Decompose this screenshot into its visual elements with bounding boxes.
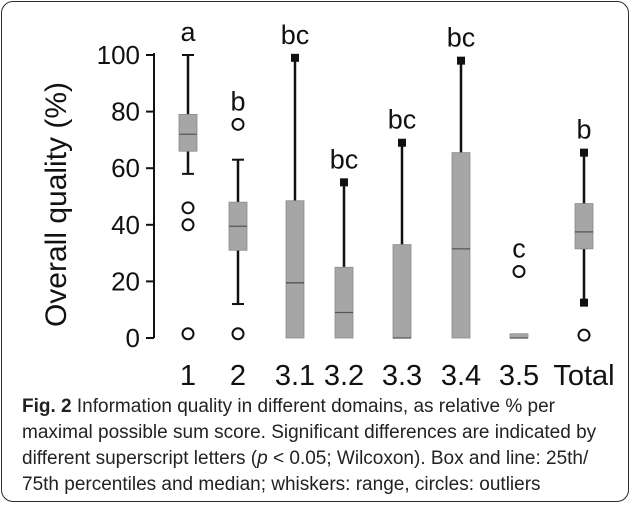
group-1-category-label: 1 (180, 360, 196, 392)
group-3-3-whisker-cap-top (398, 138, 406, 147)
group-1-box (178, 114, 198, 152)
group-1-significance-letter: a (180, 17, 196, 47)
group-3-3-category-label: 3.3 (382, 360, 422, 392)
group-total-outlier (577, 328, 591, 342)
y-tick-label: 0 (126, 323, 140, 353)
group-2-category-label: 2 (230, 360, 246, 392)
y-tick-label: 100 (97, 40, 140, 70)
group-3-1-significance-letter: bc (281, 20, 310, 50)
y-tick-label: 60 (111, 153, 140, 183)
caption-text-part-1: Information quality in different domains… (22, 396, 597, 469)
group-3-5-significance-letter: c (512, 233, 526, 263)
group-total-category-label: Total (553, 360, 614, 392)
group-total-box (574, 203, 594, 250)
group-3-2-category-label: 3.2 (324, 360, 364, 392)
group-total-whisker-cap-top (580, 148, 588, 157)
group-2-outlier (231, 327, 245, 341)
group-3-4-significance-letter: bc (447, 23, 476, 53)
group-3-1-category-label: 3.1 (275, 360, 315, 392)
group-total-whisker-cap-bottom (580, 298, 588, 307)
group-2-outlier (231, 117, 245, 131)
group-3-4-box (451, 152, 471, 339)
figure-caption: Fig. 2 Information quality in different … (22, 394, 622, 498)
group-3-5-category-label: 3.5 (499, 360, 539, 392)
group-3-1-box (285, 200, 305, 339)
caption-figure-label: Fig. 2 (22, 396, 72, 417)
group-2-significance-letter: b (230, 86, 245, 116)
group-1-outlier (181, 201, 195, 215)
group-total-significance-letter: b (576, 115, 591, 145)
group-3-2-box (334, 266, 354, 339)
group-3-2-significance-letter: bc (330, 144, 359, 174)
group-3-3-box (392, 244, 412, 339)
group-3-4-category-label: 3.4 (441, 360, 481, 392)
y-tick-label: 80 (111, 97, 140, 127)
group-3-2-whisker-cap-top (340, 178, 348, 187)
caption-text-part-2: < 0.05; Wilcoxon). Box and line: 25th/ 7… (22, 448, 589, 495)
group-3-1-whisker-cap-top (291, 53, 299, 62)
group-3-3-significance-letter: bc (388, 105, 417, 135)
group-3-5-outlier (512, 264, 526, 278)
group-3-4-whisker-cap-top (457, 56, 465, 65)
group-1-outlier (181, 218, 195, 232)
y-axis-title: Overall quality (%) (40, 82, 73, 327)
y-tick-label: 40 (111, 210, 140, 240)
group-1-outlier (181, 327, 195, 341)
y-tick-label: 20 (111, 266, 140, 296)
caption-p-variable: p (257, 448, 268, 469)
